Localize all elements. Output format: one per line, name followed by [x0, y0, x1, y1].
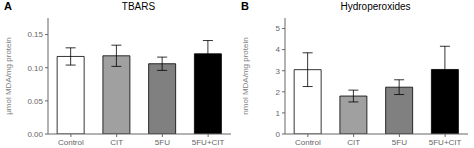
svg-text:5FU+CIT: 5FU+CIT — [429, 138, 462, 147]
svg-text:0.15: 0.15 — [27, 30, 43, 39]
svg-text:5FU: 5FU — [155, 138, 170, 147]
svg-text:Control: Control — [295, 138, 321, 147]
svg-text:0: 0 — [276, 130, 281, 139]
html-text:Hydroperoxides: Hydroperoxides — [340, 1, 411, 12]
html-text:TBARS: TBARS — [121, 1, 156, 12]
svg-text:5FU: 5FU — [392, 138, 407, 147]
svg-text:5: 5 — [276, 24, 281, 33]
svg-text:5FU+CIT: 5FU+CIT — [192, 138, 225, 147]
svg-text:Control: Control — [58, 138, 84, 147]
svg-text:0.10: 0.10 — [27, 64, 43, 73]
svg-text:µmol MDA/mg protein: µmol MDA/mg protein — [8, 37, 13, 115]
svg-text:4: 4 — [276, 45, 281, 54]
svg-text:nmol MDA/mg protein: nmol MDA/mg protein — [241, 37, 250, 114]
svg-text:1: 1 — [276, 109, 281, 118]
svg-text:0.00: 0.00 — [27, 130, 43, 139]
svg-text:CIT: CIT — [110, 138, 123, 147]
html-text:B: B — [241, 0, 249, 12]
svg-text:CIT: CIT — [347, 138, 360, 147]
svg-text:0.05: 0.05 — [27, 97, 43, 106]
svg-text:2: 2 — [276, 88, 281, 97]
svg-text:3: 3 — [276, 67, 281, 76]
html-text:A: A — [4, 0, 12, 12]
